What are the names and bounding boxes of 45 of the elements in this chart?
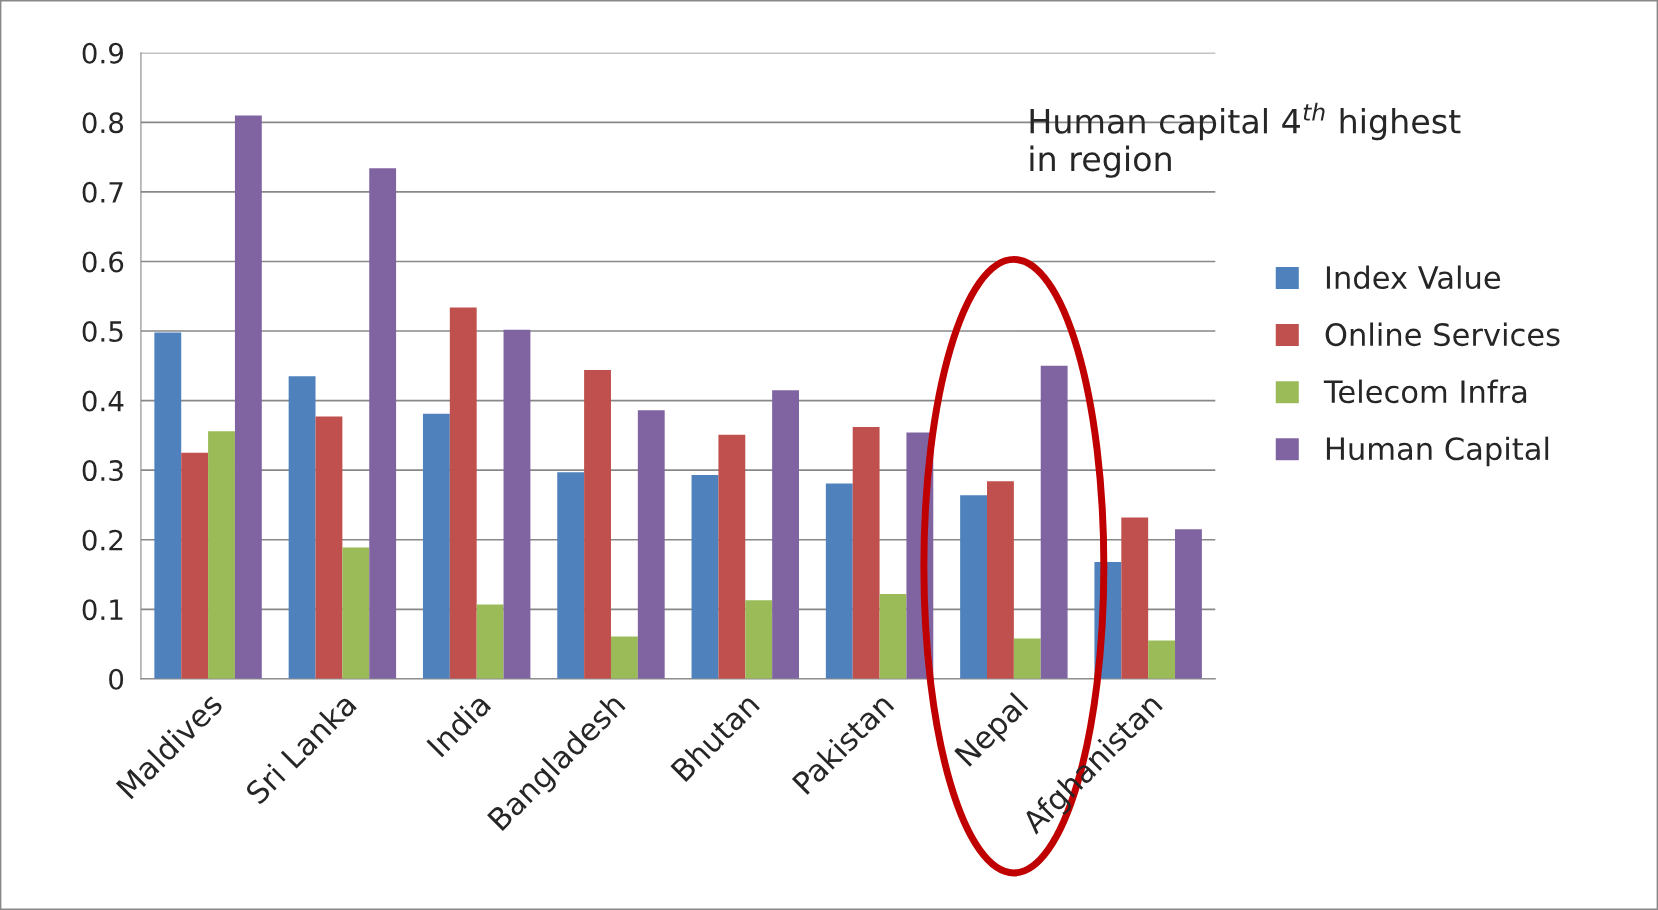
legend-label: Index Value [1326, 265, 1501, 290]
bar [718, 434, 746, 679]
bar [987, 481, 1014, 679]
bar [181, 452, 209, 679]
bar [557, 472, 585, 679]
bar [234, 115, 262, 679]
bar [154, 332, 182, 679]
bar [1121, 517, 1149, 679]
bar [745, 600, 773, 679]
bar [208, 431, 235, 679]
legend-label: Human Capital [1326, 436, 1549, 467]
bar [1148, 640, 1176, 679]
bar [772, 390, 799, 679]
legend-label: Telecom Infra [1323, 379, 1527, 404]
bar [691, 475, 719, 679]
y-tick-label: 0.5 [82, 320, 123, 342]
bar [342, 547, 370, 679]
bar [1040, 365, 1068, 679]
bar [503, 329, 531, 679]
bar [1175, 529, 1202, 679]
y-tick-label: 0.7 [82, 181, 123, 203]
bar [584, 369, 611, 679]
y-tick-label: 0.4 [82, 390, 124, 412]
bar [422, 413, 450, 679]
bar [1013, 638, 1041, 679]
bar [825, 483, 853, 679]
y-tick-label: 0.6 [82, 251, 124, 273]
bar [879, 593, 907, 679]
y-tick-label: 0 [109, 668, 124, 690]
y-tick-label: 0.2 [82, 529, 123, 551]
y-tick-label: 0.3 [82, 460, 123, 482]
bar [449, 307, 477, 679]
legend-label: Online Services [1325, 322, 1560, 347]
bar [610, 636, 638, 679]
bar [288, 376, 316, 679]
bar [315, 416, 343, 679]
bar [637, 410, 665, 679]
y-tick-label: 0.9 [82, 42, 124, 64]
y-tick-label: 0.1 [82, 599, 123, 621]
bar [476, 604, 504, 679]
bar [852, 427, 880, 679]
y-tick-label: 0.8 [82, 112, 124, 134]
text: Human capital 4$^{th}$ highest in region [1030, 102, 1461, 178]
bar [960, 495, 988, 679]
bar [369, 168, 397, 679]
